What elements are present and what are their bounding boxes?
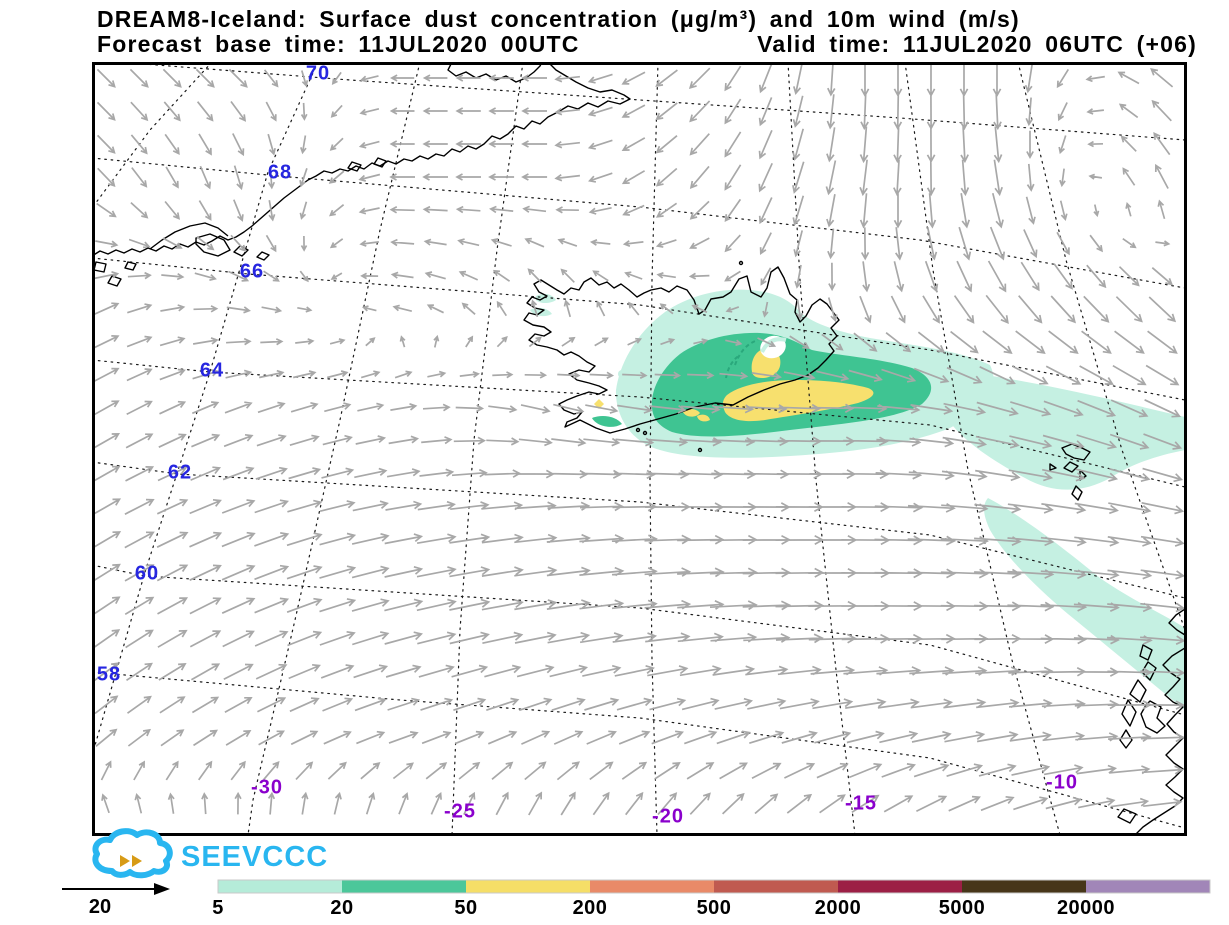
legend-value-label: 2000 (814, 897, 862, 919)
seevccc-logo-text: SEEVCCC (181, 841, 329, 873)
legend-value-label: 5 (212, 897, 224, 919)
lat-label: 64 (199, 359, 225, 382)
lat-label: 58 (96, 663, 122, 686)
map-frame (92, 62, 1187, 836)
legend-value-label: 20 (330, 897, 354, 919)
lon-label: -20 (652, 805, 684, 828)
valid-time: Valid time: 11JUL2020 06UTC (+06) (757, 31, 1197, 57)
lat-label: 60 (134, 562, 160, 585)
colorbar-segment (218, 880, 342, 893)
wind-scale-value: 20 (88, 896, 112, 918)
forecast-base-time: Forecast base time: 11JUL2020 00UTC (97, 31, 580, 57)
scoresby-inlet (447, 64, 542, 83)
lat-label: 70 (305, 62, 331, 85)
colorbar-outline (217, 879, 1211, 894)
wind-arrows-layer (95, 64, 1184, 816)
lat-label: 66 (239, 260, 265, 283)
legend-value-label: 50 (454, 897, 478, 919)
page-subtitle: Forecast base time: 11JUL2020 00UTC Vali… (97, 31, 1197, 58)
colorbar-segment (1086, 880, 1210, 893)
colorbar-segment (342, 880, 466, 893)
lon-label: -30 (251, 776, 283, 799)
colorbar-segment (838, 880, 962, 893)
greenland-fjord (149, 222, 229, 250)
page-title: DREAM8-Iceland: Surface dust concentrati… (97, 6, 1020, 32)
lat-label: 62 (167, 461, 193, 484)
lon-label: -15 (845, 792, 877, 815)
lon-label: -10 (1046, 771, 1078, 794)
colorbar-segment (714, 880, 838, 893)
legend-value-label: 500 (696, 897, 732, 919)
legend-value-label: 200 (572, 897, 608, 919)
lat-label: 68 (267, 161, 293, 184)
wind-vector-glyphs (95, 64, 1184, 816)
dust-layer (530, 289, 1184, 710)
lon-label: -25 (444, 800, 476, 823)
concentration-colorbar (217, 879, 1211, 894)
seevccc-logo-cloud-icon (92, 828, 173, 879)
legend-value-label: 20000 (1056, 897, 1116, 919)
greenland-coast (95, 64, 631, 255)
iceland-coast (523, 266, 840, 434)
wind-scale-arrow (62, 883, 170, 895)
legend-value-label: 5000 (938, 897, 986, 919)
colorbar-segment (962, 880, 1086, 893)
colorbar-segment (590, 880, 714, 893)
colorbar-segment (466, 880, 590, 893)
